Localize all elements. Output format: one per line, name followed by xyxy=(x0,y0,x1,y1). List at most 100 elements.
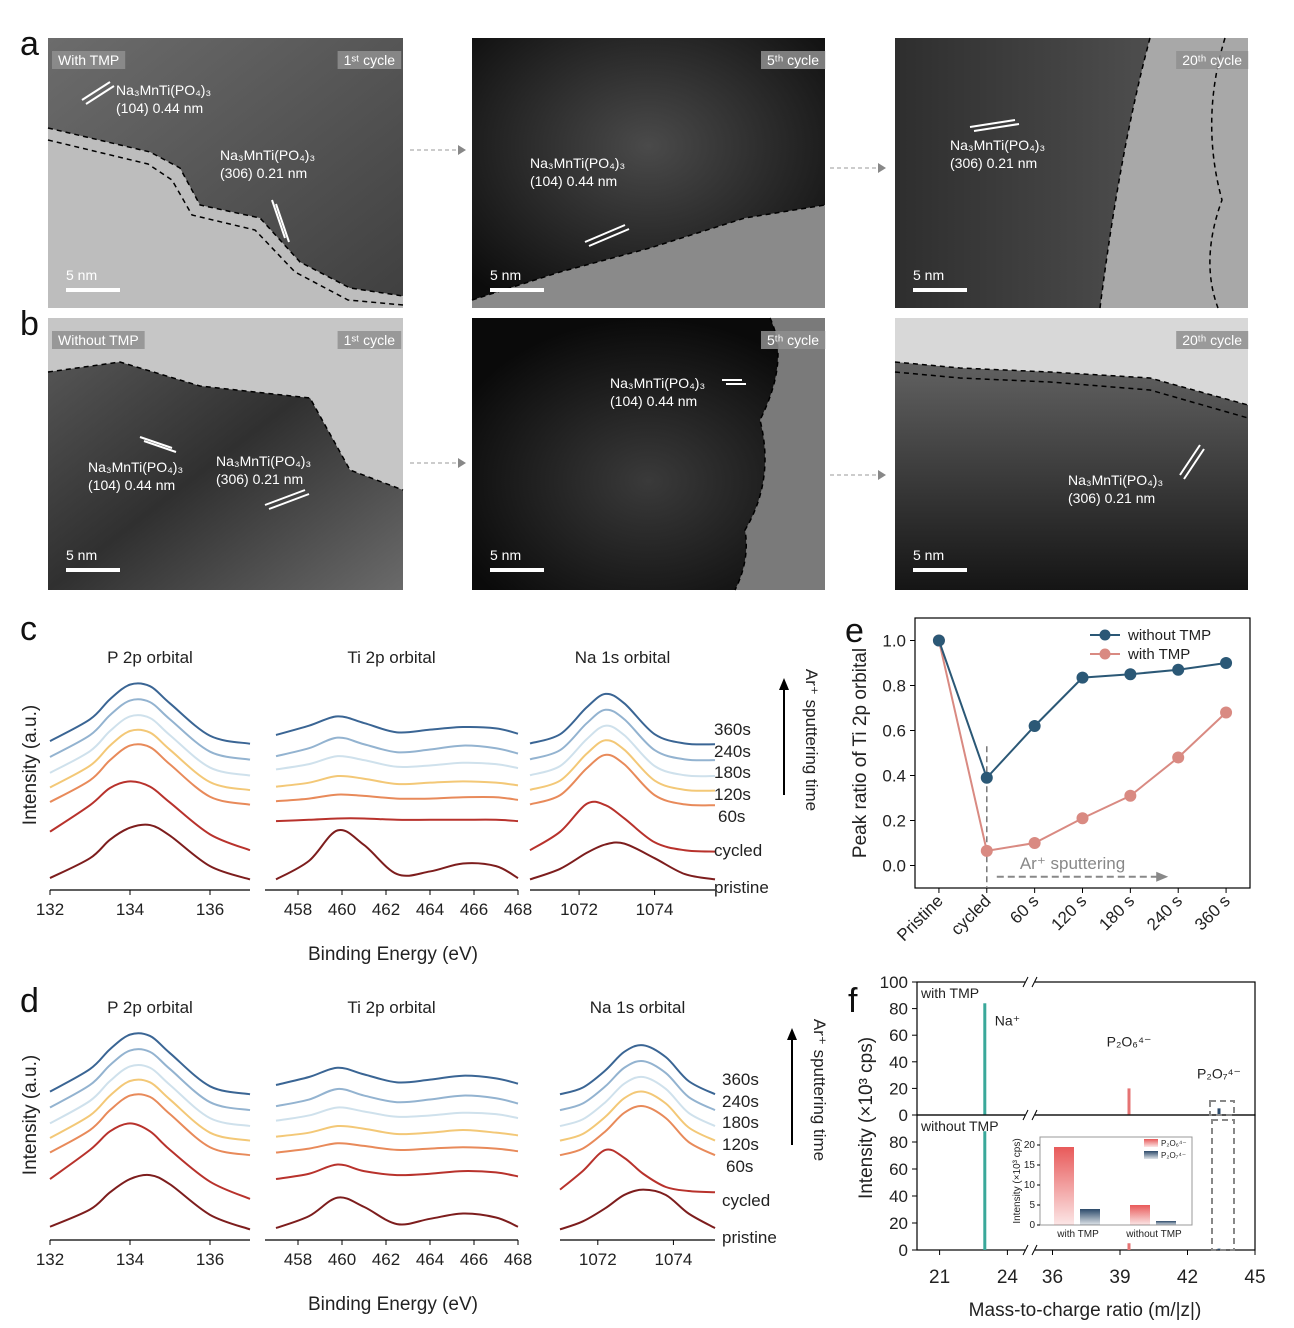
boundary xyxy=(47,139,404,306)
spectrum xyxy=(275,1124,519,1138)
y-tick-label: 0 xyxy=(899,1241,908,1260)
phase-label: Na₃MnTi(PO₄)₃ xyxy=(116,82,211,98)
legend-label: cycled xyxy=(722,1191,770,1210)
x-tick-label: Pristine xyxy=(893,891,947,945)
y-tick-label: 40 xyxy=(889,1187,908,1206)
scale-label: 5 nm xyxy=(913,267,944,283)
spectrum xyxy=(49,728,251,792)
highlight-box xyxy=(1209,1100,1235,1116)
point xyxy=(1076,671,1089,684)
y-tick-label: 0.6 xyxy=(882,722,906,741)
spectrum xyxy=(275,755,519,771)
spectrum xyxy=(529,708,716,762)
panel-title: Ti 2p orbital xyxy=(347,648,435,667)
spectrum xyxy=(559,1188,716,1231)
x-tick-label: 134 xyxy=(116,900,144,919)
fringe xyxy=(271,199,286,239)
cycle-label: 20ᵗʰ cycle xyxy=(1182,332,1242,348)
plot-frame xyxy=(916,981,1256,1116)
y-axis-title: Intensity (a.u.) xyxy=(20,705,41,825)
fringe-label: (306) 0.21 nm xyxy=(216,471,303,487)
spectrum xyxy=(49,682,251,745)
spectrum xyxy=(275,1066,519,1086)
scale-label: 5 nm xyxy=(490,547,521,563)
y-tick-label: 40 xyxy=(889,1053,908,1072)
condition-label: With TMP xyxy=(58,52,119,68)
y-tick-label: 100 xyxy=(880,973,908,992)
spectrum xyxy=(529,739,716,792)
spectrum xyxy=(529,724,716,778)
panel-title: Na 1s orbital xyxy=(590,998,685,1017)
x-tick-label: 45 xyxy=(1244,1267,1265,1288)
label-box xyxy=(1176,331,1249,349)
phase-label: Na₃MnTi(PO₄)₃ xyxy=(220,147,315,163)
point xyxy=(1124,668,1137,681)
bar xyxy=(1130,1205,1150,1225)
x-axis-title: Mass-to-charge ratio (m/|z|) xyxy=(969,1300,1202,1321)
spectrum xyxy=(49,1032,251,1096)
spectrum xyxy=(529,841,716,881)
panel-title: Na 1s orbital xyxy=(575,648,670,667)
y-tick-label: 5 xyxy=(1029,1200,1035,1211)
y-tick-label: 80 xyxy=(889,1133,908,1152)
fringe-label: (306) 0.21 nm xyxy=(950,155,1037,171)
peak xyxy=(983,1003,987,1115)
x-tick-label: 132 xyxy=(36,1250,64,1269)
x-tick-label: 36 xyxy=(1042,1267,1063,1288)
boundary xyxy=(894,371,1249,419)
legend-label: with TMP xyxy=(1127,646,1190,663)
axis-break xyxy=(1022,1244,1038,1256)
label-box xyxy=(52,51,126,69)
spectrum xyxy=(559,1044,716,1096)
cycle-label: 20ᵗʰ cycle xyxy=(1182,52,1242,68)
cycle-label: 1ˢᵗ cycle xyxy=(344,332,396,348)
fringe-label: (306) 0.21 nm xyxy=(1068,490,1155,506)
panel-label: b xyxy=(20,305,39,343)
panel-label: d xyxy=(20,982,39,1020)
legend-label: 60s xyxy=(718,807,745,826)
legend-marker xyxy=(1099,648,1111,660)
legend-label: 180s xyxy=(714,763,751,782)
x-tick-label: 458 xyxy=(284,900,312,919)
spectrum xyxy=(49,743,251,806)
panel-label: f xyxy=(848,982,858,1020)
highlight-box xyxy=(1211,1119,1235,1251)
x-tick-label: 240 s xyxy=(1143,891,1186,934)
x-tick-label: 460 xyxy=(328,900,356,919)
break-gap xyxy=(1025,976,1035,988)
fringe-label: (104) 0.44 nm xyxy=(610,393,697,409)
x-axis-title: Binding Energy (eV) xyxy=(308,944,478,965)
point xyxy=(980,844,993,857)
scale-label: 5 nm xyxy=(66,547,97,563)
x-tick-label: 1074 xyxy=(636,900,674,919)
phase-label: Na₃MnTi(PO₄)₃ xyxy=(216,453,311,469)
fringe xyxy=(81,81,111,101)
legend-label: 360s xyxy=(722,1070,759,1089)
point xyxy=(1220,657,1233,669)
boundary xyxy=(1209,37,1226,309)
label-box xyxy=(760,51,826,69)
y-tick-label: 0.0 xyxy=(882,857,906,876)
peak xyxy=(1127,1243,1131,1250)
phase-label: Na₃MnTi(PO₄)₃ xyxy=(1068,472,1163,488)
boundary xyxy=(894,361,1249,406)
y-axis-title: Peak ratio of Ti 2p orbital xyxy=(850,648,871,858)
tem-region xyxy=(895,318,1248,405)
panel-label: e xyxy=(845,612,864,650)
x-tick-label: 468 xyxy=(504,1250,532,1269)
tem-region xyxy=(48,318,403,490)
spectrum xyxy=(529,692,716,746)
y-axis-title: Intensity (a.u.) xyxy=(20,1055,41,1175)
panel-title: Ti 2p orbital xyxy=(347,998,435,1017)
legend-label: 120s xyxy=(714,785,751,804)
arrow-head xyxy=(787,1028,797,1040)
scale-label: 5 nm xyxy=(490,267,521,283)
x-tick-label: 42 xyxy=(1177,1267,1198,1288)
fringe xyxy=(143,440,177,453)
bar xyxy=(1054,1147,1074,1225)
fringe xyxy=(275,203,290,243)
annotation: Ar⁺ sputtering xyxy=(1020,854,1125,873)
spectrum xyxy=(559,1148,716,1194)
x-tick-label: 1074 xyxy=(655,1250,693,1269)
axis-break xyxy=(1022,1109,1038,1121)
